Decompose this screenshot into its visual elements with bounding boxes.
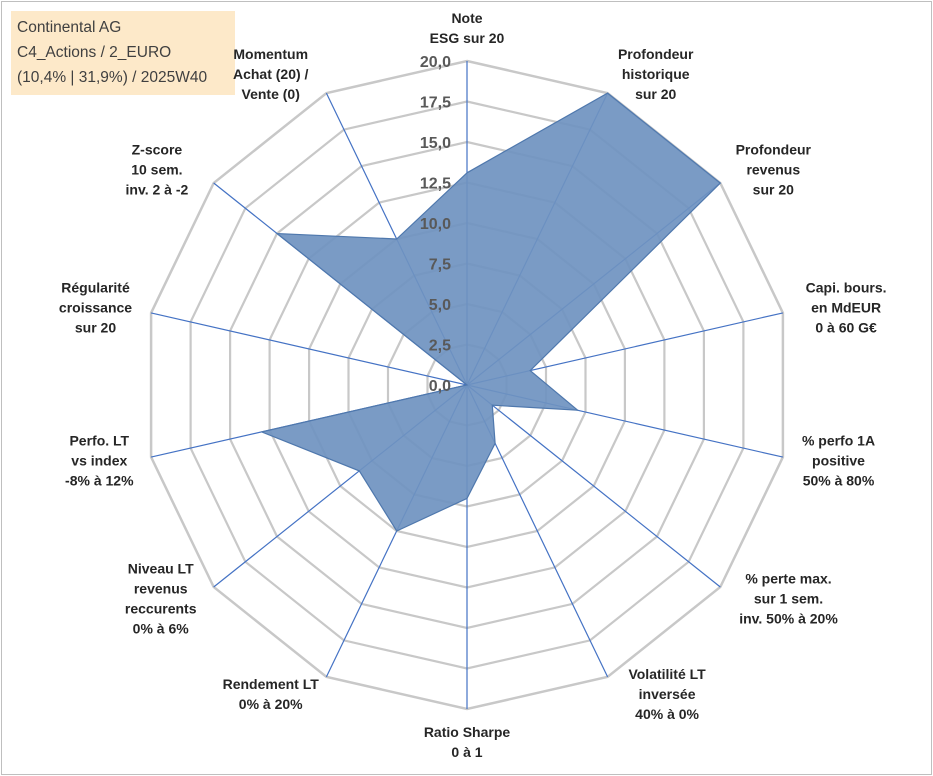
info-box: Continental AG C4_Actions / 2_EURO (10,4… <box>11 11 235 95</box>
axis-label-line: Profondeur <box>736 142 812 158</box>
axis-label: Rendement LT 0% à 20% <box>223 676 320 712</box>
company-name: Continental AG <box>17 19 122 36</box>
axis-label-line: % perte max. <box>745 571 831 587</box>
axis-label-line: Volatilité LT <box>628 666 706 682</box>
axis-label-line: -8% à 12% <box>65 473 134 489</box>
tick-label: 0,0 <box>429 378 451 395</box>
tick-label: 7,5 <box>429 257 451 274</box>
axis-label: Volatilité LT inversée 40% à 0% <box>628 666 706 722</box>
axis-label: Régularité croissance sur 20 <box>59 280 132 336</box>
radar-ticks: 0,0 2,5 5,0 7,5 10,0 12,5 15,0 17,5 20,0 <box>420 54 451 395</box>
tick-label: 5,0 <box>429 297 451 314</box>
axis-label-line: en MdEUR <box>811 300 881 316</box>
axis-label-line: Niveau LT <box>128 561 194 577</box>
axis-label: Niveau LT revenus reccurents 0% à 6% <box>125 561 197 637</box>
axis-label: Profondeur historique sur 20 <box>618 46 694 102</box>
axis-label-line: Rendement LT <box>223 676 320 692</box>
tick-label: 2,5 <box>429 338 451 355</box>
axis-label: Profondeur revenus sur 20 <box>736 142 812 198</box>
axis-label-line: revenus <box>134 581 188 597</box>
axis-label-line: Régularité <box>61 280 130 296</box>
axis-label-line: ESG sur 20 <box>430 30 505 46</box>
axis-label-line: % perfo 1A <box>802 433 875 449</box>
axis-label-line: inversée <box>639 686 696 702</box>
axis-label-line: inv. 50% à 20% <box>739 611 838 627</box>
axis-label-line: revenus <box>746 162 800 178</box>
axis-label-line: 0% à 6% <box>133 621 190 637</box>
axis-label-line: sur 1 sem. <box>754 591 823 607</box>
axis-label: Z-score 10 sem. inv. 2 à -2 <box>126 142 189 198</box>
axis-label-line: 0% à 20% <box>239 696 303 712</box>
axis-spoke <box>150 312 468 386</box>
category-label: C4_Actions / 2_EURO <box>17 44 172 61</box>
axis-label-line: reccurents <box>125 601 197 617</box>
axis-label-line: Z-score <box>132 142 183 158</box>
axis-label-line: sur 20 <box>753 182 794 198</box>
tick-label: 12,5 <box>420 176 451 193</box>
axis-label-line: positive <box>812 453 865 469</box>
axis-label-line: Capi. bours. <box>806 280 887 296</box>
axis-label-line: vs index <box>71 453 127 469</box>
axis-label-line: 0 à 60 G€ <box>815 320 877 336</box>
radar-axis-labels: Note ESG sur 20 Profondeur historique sur 20… <box>59 10 887 760</box>
axis-spoke <box>466 384 721 588</box>
axis-label-line: 0 à 1 <box>451 744 482 760</box>
axis-label-line: Momentum <box>233 46 308 62</box>
axis-label: % perfo 1A positive 50% à 80% <box>802 433 875 489</box>
axis-label-line: sur 20 <box>75 320 116 336</box>
axis-label-line: sur 20 <box>635 86 676 102</box>
axis-label-line: inv. 2 à -2 <box>126 182 189 198</box>
stats-label: (10,4% | 31,9%) / 2025W40 <box>17 69 208 86</box>
axis-label-line: Note <box>451 10 482 26</box>
axis-label-line: Ratio Sharpe <box>424 724 511 740</box>
axis-label-line: Profondeur <box>618 46 694 62</box>
axis-label: Ratio Sharpe 0 à 1 <box>424 724 511 760</box>
axis-label-line: Vente (0) <box>242 86 300 102</box>
axis-label: Perfo. LT vs index -8% à 12% <box>65 433 134 489</box>
axis-label-line: Perfo. LT <box>69 433 129 449</box>
axis-label: Capi. bours. en MdEUR 0 à 60 G€ <box>806 280 887 336</box>
axis-label: % perte max. sur 1 sem. inv. 50% à 20% <box>739 571 838 627</box>
tick-label: 20,0 <box>420 54 451 71</box>
axis-label: Momentum Achat (20) / Vente (0) <box>233 46 309 102</box>
axis-label-line: historique <box>622 66 690 82</box>
axis-label: Note ESG sur 20 <box>430 10 505 46</box>
tick-label: 17,5 <box>420 95 451 112</box>
axis-label-line: 50% à 80% <box>803 473 875 489</box>
series-area <box>259 92 722 532</box>
axis-label-line: croissance <box>59 300 132 316</box>
axis-label-line: Achat (20) / <box>233 66 309 82</box>
axis-label-line: 40% à 0% <box>635 706 699 722</box>
tick-label: 15,0 <box>420 135 451 152</box>
tick-label: 10,0 <box>420 216 451 233</box>
radar-series <box>259 92 722 532</box>
axis-label-line: 10 sem. <box>131 162 182 178</box>
